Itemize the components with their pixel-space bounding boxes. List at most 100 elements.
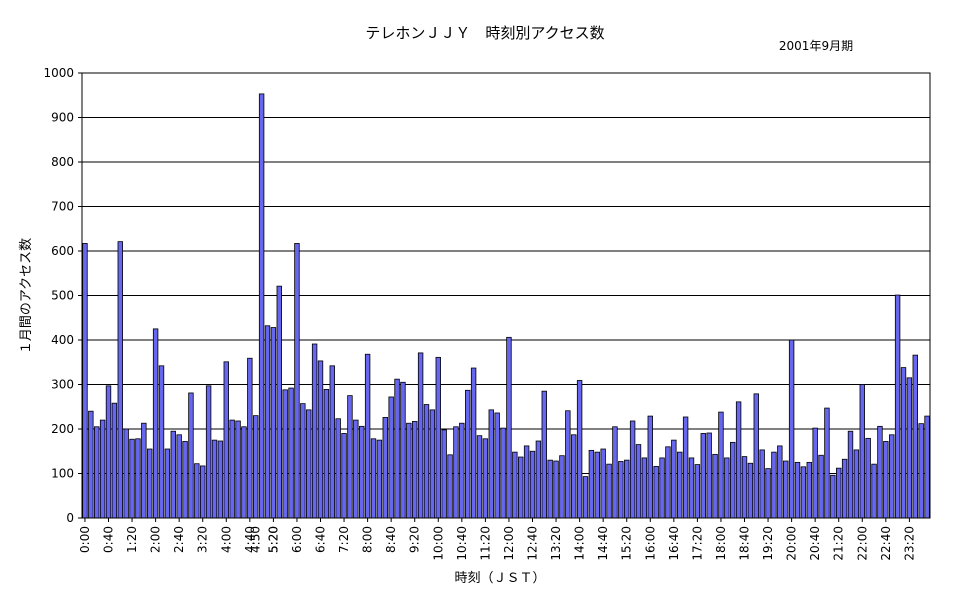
bar [129,438,135,519]
bar [571,434,577,519]
x-tick-label: 20:40 [808,526,822,561]
bar [335,418,341,519]
x-tick-label: 13:20 [549,526,563,561]
bar [188,392,194,519]
bar [376,439,383,519]
bar [877,425,883,519]
bar [677,451,683,519]
bar [135,438,141,519]
x-tick-label: 0:00 [78,526,92,553]
x-tick-label: 2:40 [172,526,186,553]
y-tick-label: 500 [51,289,74,303]
bar [111,402,118,519]
bar [853,449,860,519]
bar [741,456,748,519]
bar [523,445,530,519]
bar [276,285,282,519]
bar [671,439,677,519]
x-tick-label: 11:20 [478,526,492,561]
x-tick-label: 5:20 [266,526,280,553]
bar [176,434,182,519]
bar [783,460,789,519]
bar [688,457,695,519]
bar [588,449,595,519]
bar [559,455,565,519]
bar [682,416,689,519]
x-tick-label: 6:00 [290,526,304,553]
bar [700,433,706,519]
x-tick-label: 14:00 [573,526,587,561]
bar [512,451,518,519]
bar [241,426,247,519]
bar [353,419,359,519]
bar [88,410,94,519]
bar [735,401,742,519]
bar [659,457,665,519]
bar [435,356,441,519]
bar [541,390,547,519]
bar [806,461,812,519]
bar [117,241,123,519]
bar [323,388,330,519]
bar [747,462,754,519]
bar [200,465,206,519]
x-tick-label: 15:20 [620,526,634,561]
bar [423,404,430,519]
bar [370,438,377,519]
bar [182,441,188,519]
bar [394,378,400,519]
bar [624,459,630,519]
bar [500,427,506,519]
bar [612,426,618,519]
bar [553,460,559,519]
x-tick-label: 10:40 [455,526,469,561]
bar [800,466,807,519]
x-tick-label: 3:20 [196,526,210,553]
bar [453,426,459,519]
bar [506,336,512,519]
y-tick-label: 600 [51,244,74,258]
bar [205,385,212,519]
x-tick-label: 17:20 [690,526,704,561]
bar [594,451,600,519]
bar [712,453,718,519]
bar [535,440,542,519]
x-tick-label: 12:40 [526,526,540,561]
y-tick-labels: 0 100 200 300 400 500 600 700 800 900 1000 [43,66,82,525]
bar [217,440,224,519]
bar [718,411,724,519]
bar [388,396,394,519]
bar [771,451,777,519]
bar [465,389,471,519]
x-tick-label: 12:00 [502,526,516,561]
bar [730,441,736,519]
bar [824,407,830,519]
bar [141,422,147,519]
bar [647,415,653,519]
bar [476,435,483,519]
bar [406,422,412,519]
bar [818,454,824,519]
bar [830,474,836,519]
x-tick-label: 18:40 [738,526,752,561]
bar [900,367,907,519]
bar [482,438,489,519]
y-tick-label: 100 [51,467,74,481]
x-tick-label: 8:40 [384,526,398,553]
chart-title: テレホンＪＪＹ 時刻別アクセス数 [365,24,604,42]
bar [311,343,318,519]
bar [894,294,901,519]
x-tick-label: 6:40 [314,526,328,553]
bar [865,437,871,519]
bar [847,430,854,519]
bar [229,419,235,519]
bar [417,352,424,519]
bar [341,433,347,519]
y-tick-label: 900 [51,111,74,125]
bar [158,365,165,519]
bar [788,339,795,519]
bar [765,468,771,519]
chart-subtitle: 2001年9月期 [779,39,853,53]
bar [600,448,606,519]
bar [653,465,659,519]
